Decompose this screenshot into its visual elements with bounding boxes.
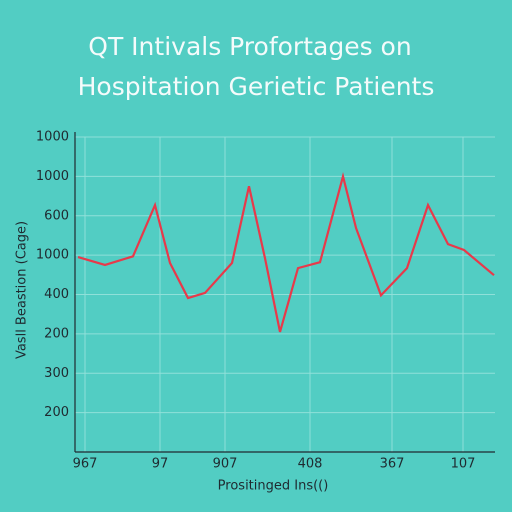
- y-tick-label: 200: [44, 405, 69, 420]
- x-axis-label: Prositinged Ins((): [218, 479, 329, 494]
- x-tick-label: 967: [73, 457, 98, 472]
- y-tick-label: 300: [44, 366, 69, 381]
- y-tick-label: 1000: [36, 248, 69, 263]
- y-tick-label: 600: [44, 208, 69, 223]
- x-tick-label: 107: [451, 457, 476, 472]
- x-tick-label: 408: [298, 457, 323, 472]
- x-tick-label: 907: [213, 457, 238, 472]
- chart-title: Hospitation Gerietic Patients: [78, 72, 435, 101]
- x-tick-label: 97: [152, 457, 169, 472]
- x-tick-label: 367: [380, 457, 405, 472]
- y-tick-label: 400: [44, 287, 69, 302]
- y-tick-label: 1000: [36, 130, 69, 145]
- chart-title: QT Intivals Profortages on: [88, 32, 411, 61]
- y-tick-label: 1000: [36, 169, 69, 184]
- y-axis-label: Vasll Beastion (Cage): [15, 221, 30, 359]
- y-tick-label: 200: [44, 326, 69, 341]
- data-line: [77, 172, 495, 333]
